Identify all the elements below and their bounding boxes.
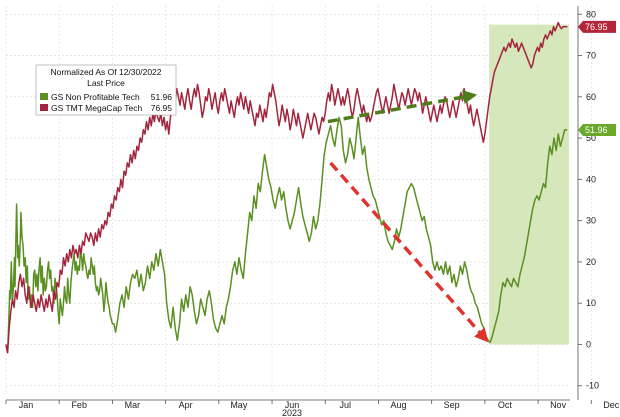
x-tick-label: Apr xyxy=(179,400,193,410)
x-tick-label: Aug xyxy=(390,400,406,410)
x-tick-label: Nov xyxy=(550,400,567,410)
x-tick-label: Jun xyxy=(285,400,300,410)
x-tick-label: Oct xyxy=(498,400,513,410)
y-tick-label: -10 xyxy=(586,381,599,391)
y-tick-label: 70 xyxy=(586,51,596,61)
x-tick-label: Dec xyxy=(603,400,620,410)
highlight-region xyxy=(489,24,569,345)
end-value-label: 76.95 xyxy=(585,22,608,32)
y-tick-label: 60 xyxy=(586,92,596,102)
legend-title: Normalized As Of 12/30/2022 xyxy=(50,67,161,77)
legend-box xyxy=(35,64,177,116)
legend-entry-value: 51.96 xyxy=(151,92,173,102)
y-tick-label: 0 xyxy=(586,339,591,349)
legend-subtitle: Last Price xyxy=(87,78,125,88)
trend-arrows xyxy=(327,90,489,343)
gs-non-profitable-tech-line xyxy=(5,116,568,354)
end-value-badge xyxy=(578,20,616,33)
y-tick-label: 80 xyxy=(586,9,596,19)
y-tick-label: 30 xyxy=(586,216,596,226)
end-value-label: 51.96 xyxy=(585,125,608,135)
gs-tmt-megacap-tech-line xyxy=(5,21,568,354)
x-tick-label: Feb xyxy=(71,400,87,410)
axes: -10 0 10 20 30 40 50 60 70 80 Jan Feb Mar Apr May Jun Ju… xyxy=(5,6,620,417)
x-tick-label: May xyxy=(230,400,248,410)
x-tick-label: Jul xyxy=(339,400,351,410)
end-value-badge xyxy=(578,123,616,136)
legend-entry-name: GS TMT MegaCap Tech xyxy=(51,103,142,113)
x-axis-label: 2023 xyxy=(282,408,302,417)
x-tick-label: Sep xyxy=(444,400,460,410)
red-trend-arrow xyxy=(329,161,489,343)
end-value-labels: 51.96 76.95 xyxy=(578,20,616,136)
legend-entry-name: GS Non Profitable Tech xyxy=(51,92,140,102)
x-tick-label: Mar xyxy=(125,400,141,410)
y-tick-label: 10 xyxy=(586,298,596,308)
series-lines xyxy=(5,21,568,354)
y-tick-label: 40 xyxy=(586,174,596,184)
x-tick-label: Jan xyxy=(19,400,34,410)
y-tick-label: 50 xyxy=(586,133,596,143)
legend-swatch xyxy=(40,104,48,111)
legend-swatch xyxy=(40,93,48,100)
green-trend-arrow xyxy=(327,90,478,124)
y-tick-label: 20 xyxy=(586,257,596,267)
legend-entry-value: 76.95 xyxy=(151,103,173,113)
